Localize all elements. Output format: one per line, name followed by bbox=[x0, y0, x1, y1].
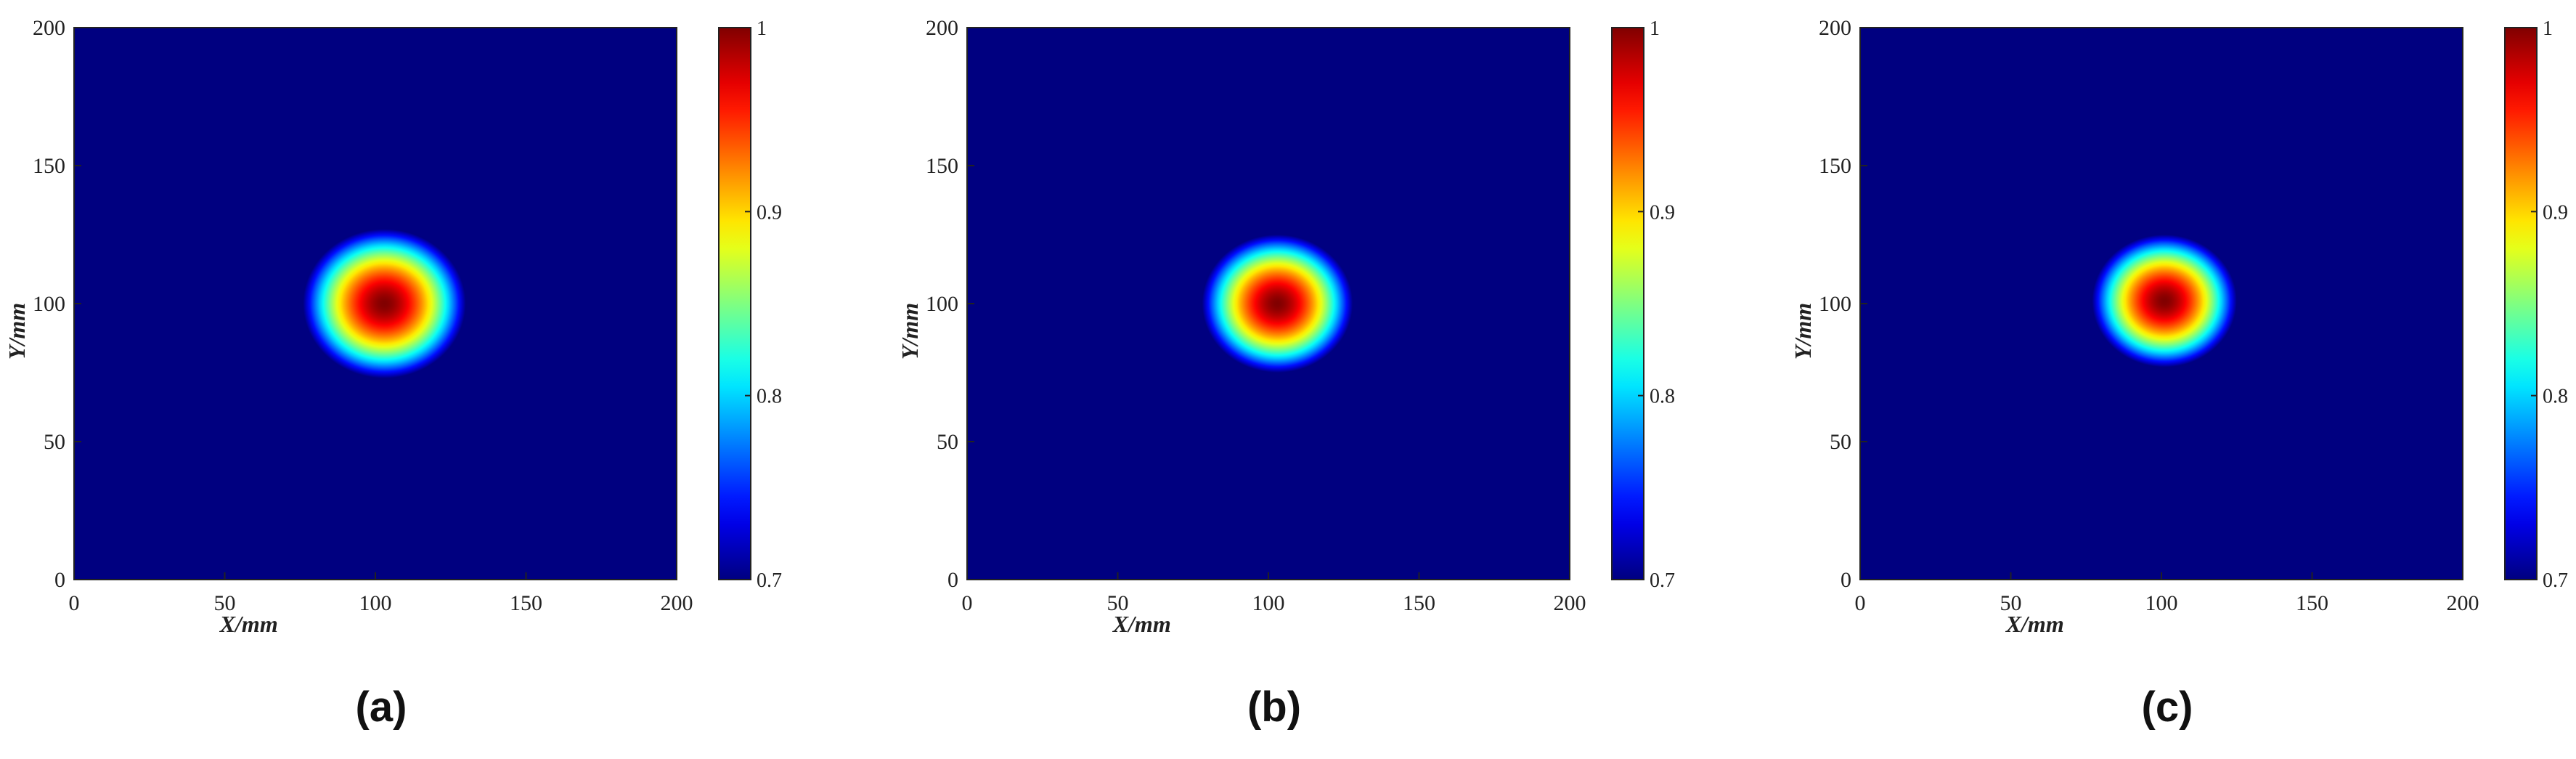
y-tick-label: 200 bbox=[33, 16, 65, 40]
y-tick-label: 0 bbox=[54, 568, 65, 592]
x-tick-label: 0 bbox=[1855, 591, 1866, 615]
x-tick-label: 100 bbox=[1252, 591, 1285, 615]
colorbar-tick-label: 0.9 bbox=[757, 201, 782, 224]
y-tick-label: 150 bbox=[33, 154, 65, 178]
colorbar bbox=[2504, 27, 2538, 580]
y-tick-label: 50 bbox=[937, 430, 958, 454]
heatmap-hotspot bbox=[1202, 235, 1353, 373]
plot-a: 0 50 100 150 200 0 50 100 150 200 X/mm Y/mm 0.7 0.8 0.… bbox=[4, 16, 782, 637]
colorbar-tick-label: 0.8 bbox=[757, 386, 782, 408]
x-tick-label: 100 bbox=[2145, 591, 2178, 615]
colorbar bbox=[1611, 27, 1644, 580]
colorbar-tick-label: 0.8 bbox=[1650, 386, 1675, 408]
x-axis-label: X/mm bbox=[1112, 611, 1171, 637]
colorbar-tick-label: 0.7 bbox=[757, 569, 782, 592]
y-tick-label: 50 bbox=[1830, 430, 1851, 454]
x-tick-label: 150 bbox=[1403, 591, 1435, 615]
y-tick-label: 0 bbox=[947, 568, 958, 592]
x-tick-label: 0 bbox=[962, 591, 973, 615]
x-tick-label: 0 bbox=[69, 591, 80, 615]
panel-label-a: (a) bbox=[355, 683, 407, 731]
x-tick-label: 200 bbox=[2447, 591, 2479, 615]
colorbar-tick-label: 0.9 bbox=[1650, 201, 1675, 224]
x-tick-label: 150 bbox=[2296, 591, 2328, 615]
y-axis-label: Y/mm bbox=[4, 303, 30, 360]
y-axis-label: Y/mm bbox=[1790, 303, 1816, 360]
y-tick-label: 50 bbox=[44, 430, 65, 454]
y-tick-label: 200 bbox=[926, 16, 958, 40]
colorbar-tick-label: 0.8 bbox=[2543, 386, 2568, 408]
x-tick-label: 50 bbox=[2000, 591, 2022, 615]
x-tick-label: 50 bbox=[1107, 591, 1129, 615]
y-tick-label: 100 bbox=[33, 292, 65, 316]
colorbar-tick-label: 0.7 bbox=[2543, 569, 2568, 592]
y-tick-label: 100 bbox=[1819, 292, 1851, 316]
x-axis-label: X/mm bbox=[219, 611, 278, 637]
y-tick-label: 150 bbox=[1819, 154, 1851, 178]
panel-label-c: (c) bbox=[2141, 683, 2193, 731]
colorbar-tick-label: 0.7 bbox=[1650, 569, 1675, 592]
x-axis-label: X/mm bbox=[2005, 611, 2064, 637]
x-tick-label: 200 bbox=[1554, 591, 1586, 615]
plot-c: 0 50 100 150 200 0 50 100 150 200 X/mm Y/mm 0.7 0.8 0.… bbox=[1790, 16, 2568, 637]
x-tick-label: 50 bbox=[214, 591, 236, 615]
colorbar-tick-label: 0.9 bbox=[2543, 201, 2568, 224]
x-tick-label: 150 bbox=[510, 591, 542, 615]
x-tick-label: 200 bbox=[661, 591, 693, 615]
panel-label-b: (b) bbox=[1247, 683, 1302, 731]
plot-b: 0 50 100 150 200 0 50 100 150 200 X/mm Y/mm 0.7 0.8 0.… bbox=[897, 16, 1675, 637]
heatmap-hotspot bbox=[303, 229, 466, 378]
y-tick-label: 100 bbox=[926, 292, 958, 316]
colorbar-tick-label: 1 bbox=[2543, 17, 2553, 40]
y-tick-label: 200 bbox=[1819, 16, 1851, 40]
colorbar-tick-label: 1 bbox=[1650, 17, 1660, 40]
x-tick-label: 100 bbox=[359, 591, 392, 615]
colorbar-tick-label: 1 bbox=[757, 17, 767, 40]
y-tick-label: 150 bbox=[926, 154, 958, 178]
y-axis-label: Y/mm bbox=[897, 303, 923, 360]
heatmap-hotspot bbox=[2092, 235, 2237, 368]
y-tick-label: 0 bbox=[1841, 568, 1851, 592]
colorbar bbox=[718, 27, 751, 580]
